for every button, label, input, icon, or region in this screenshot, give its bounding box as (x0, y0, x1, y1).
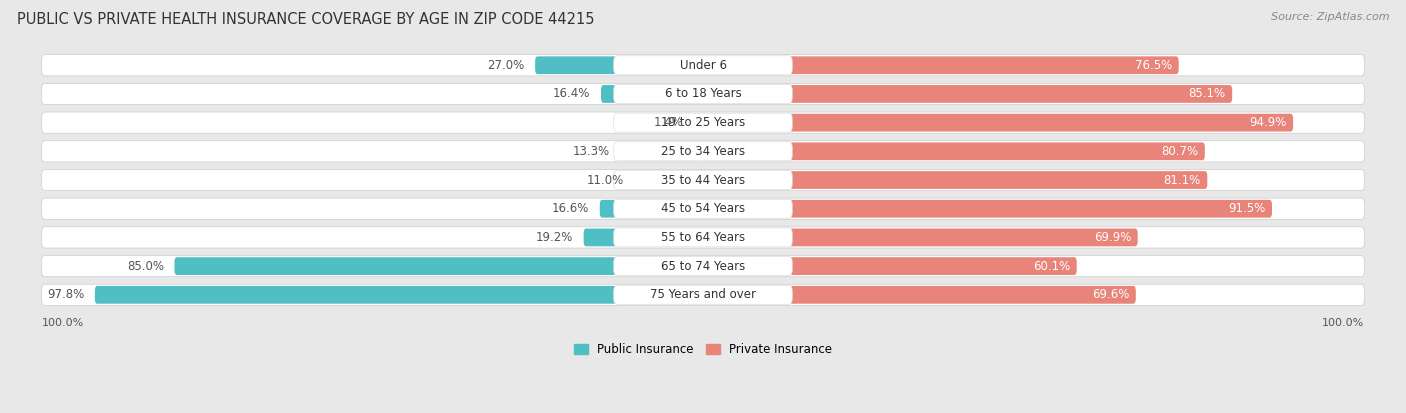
Text: 100.0%: 100.0% (1322, 318, 1365, 328)
Text: 100.0%: 100.0% (41, 318, 84, 328)
FancyBboxPatch shape (703, 142, 1205, 160)
Text: 13.3%: 13.3% (572, 145, 610, 158)
FancyBboxPatch shape (613, 113, 793, 132)
Text: 60.1%: 60.1% (1033, 260, 1070, 273)
FancyBboxPatch shape (41, 256, 1365, 277)
Text: 45 to 54 Years: 45 to 54 Years (661, 202, 745, 215)
FancyBboxPatch shape (41, 169, 1365, 191)
FancyBboxPatch shape (703, 114, 1294, 132)
FancyBboxPatch shape (703, 171, 1208, 189)
FancyBboxPatch shape (703, 257, 1077, 275)
Text: Under 6: Under 6 (679, 59, 727, 72)
Text: 91.5%: 91.5% (1227, 202, 1265, 215)
FancyBboxPatch shape (613, 56, 793, 75)
Text: 19.2%: 19.2% (536, 231, 574, 244)
Text: 80.7%: 80.7% (1161, 145, 1198, 158)
Text: 69.9%: 69.9% (1094, 231, 1130, 244)
Text: 1.4%: 1.4% (654, 116, 683, 129)
FancyBboxPatch shape (41, 83, 1365, 104)
FancyBboxPatch shape (613, 171, 793, 190)
FancyBboxPatch shape (613, 256, 793, 275)
Text: 19 to 25 Years: 19 to 25 Years (661, 116, 745, 129)
FancyBboxPatch shape (41, 198, 1365, 219)
Text: 11.0%: 11.0% (586, 173, 624, 187)
FancyBboxPatch shape (536, 56, 703, 74)
Text: PUBLIC VS PRIVATE HEALTH INSURANCE COVERAGE BY AGE IN ZIP CODE 44215: PUBLIC VS PRIVATE HEALTH INSURANCE COVER… (17, 12, 595, 27)
FancyBboxPatch shape (703, 228, 1137, 246)
FancyBboxPatch shape (695, 114, 703, 132)
FancyBboxPatch shape (703, 200, 1272, 218)
FancyBboxPatch shape (613, 228, 793, 247)
Text: 16.6%: 16.6% (551, 202, 589, 215)
Text: 35 to 44 Years: 35 to 44 Years (661, 173, 745, 187)
FancyBboxPatch shape (583, 228, 703, 246)
Text: 75 Years and over: 75 Years and over (650, 288, 756, 301)
FancyBboxPatch shape (613, 85, 793, 103)
FancyBboxPatch shape (613, 199, 793, 218)
Text: 27.0%: 27.0% (488, 59, 524, 72)
Text: 85.0%: 85.0% (127, 260, 165, 273)
Text: 69.6%: 69.6% (1092, 288, 1129, 301)
Text: 25 to 34 Years: 25 to 34 Years (661, 145, 745, 158)
FancyBboxPatch shape (41, 141, 1365, 162)
Text: 94.9%: 94.9% (1249, 116, 1286, 129)
FancyBboxPatch shape (703, 286, 1136, 304)
FancyBboxPatch shape (41, 55, 1365, 76)
Text: 6 to 18 Years: 6 to 18 Years (665, 88, 741, 100)
Text: 16.4%: 16.4% (553, 88, 591, 100)
Text: 85.1%: 85.1% (1188, 88, 1226, 100)
Text: 81.1%: 81.1% (1163, 173, 1201, 187)
FancyBboxPatch shape (613, 142, 793, 161)
FancyBboxPatch shape (600, 200, 703, 218)
FancyBboxPatch shape (600, 85, 703, 103)
FancyBboxPatch shape (634, 171, 703, 189)
Legend: Public Insurance, Private Insurance: Public Insurance, Private Insurance (569, 338, 837, 361)
FancyBboxPatch shape (174, 257, 703, 275)
FancyBboxPatch shape (703, 56, 1178, 74)
FancyBboxPatch shape (41, 112, 1365, 133)
FancyBboxPatch shape (41, 227, 1365, 248)
Text: Source: ZipAtlas.com: Source: ZipAtlas.com (1271, 12, 1389, 22)
Text: 55 to 64 Years: 55 to 64 Years (661, 231, 745, 244)
FancyBboxPatch shape (620, 142, 703, 160)
Text: 97.8%: 97.8% (46, 288, 84, 301)
FancyBboxPatch shape (703, 85, 1232, 103)
FancyBboxPatch shape (94, 286, 703, 304)
Text: 76.5%: 76.5% (1135, 59, 1173, 72)
FancyBboxPatch shape (613, 285, 793, 304)
Text: 65 to 74 Years: 65 to 74 Years (661, 260, 745, 273)
FancyBboxPatch shape (41, 284, 1365, 306)
